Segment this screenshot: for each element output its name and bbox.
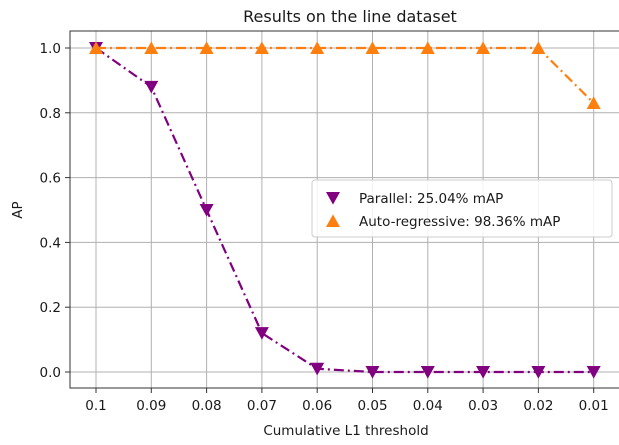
data-point — [476, 41, 491, 54]
data-point — [310, 41, 325, 54]
data-point — [365, 41, 380, 54]
data-point — [420, 366, 435, 379]
data-point — [89, 41, 103, 54]
ticks-layer: 0.1 0.09 0.08 0.07 0.06 0.05 0.04 0.03 0.02 0.01 0… — [40, 41, 609, 414]
legend-entries: Parallel: 25.04% mAP Auto-regressive: 98.… — [326, 191, 560, 230]
legend-marker — [326, 192, 340, 205]
plot-frame — [69, 30, 619, 389]
x-tick-label: 0.03 — [468, 398, 498, 414]
x-tick-label: 0.02 — [523, 398, 553, 414]
series-1 — [89, 41, 601, 110]
data-point — [531, 41, 546, 54]
series-line — [95, 47, 594, 374]
x-tick-label: 0.06 — [302, 398, 332, 414]
x-tick-label: 0.07 — [247, 398, 277, 414]
data-point — [144, 80, 159, 94]
legend-marker — [326, 214, 340, 227]
y-axis-label: AP — [10, 201, 26, 218]
series-layer — [89, 41, 601, 379]
legend: Parallel: 25.04% mAP Auto-regressive: 98.… — [311, 179, 613, 238]
x-tick-label: 0.1 — [85, 398, 106, 414]
data-point — [254, 327, 269, 340]
legend-label: Auto-regressive: 98.36% mAP — [359, 214, 560, 230]
x-tick-label: 0.04 — [413, 398, 443, 414]
x-tick-label: 0.09 — [136, 398, 166, 414]
x-axis-label: Cumulative L1 threshold — [263, 423, 428, 439]
data-point — [365, 366, 380, 379]
x-tick-label: 0.08 — [192, 398, 222, 414]
data-point — [586, 366, 601, 379]
y-tick-label: 0.8 — [40, 106, 61, 122]
y-tick-label: 0.4 — [40, 235, 61, 251]
x-tick-label: 0.01 — [579, 398, 609, 414]
legend-label: Parallel: 25.04% mAP — [359, 191, 503, 207]
y-tick-label: 1.0 — [40, 41, 61, 57]
legend-box — [311, 179, 613, 238]
y-tick-label: 0.0 — [40, 365, 61, 381]
x-tick-label: 0.05 — [357, 398, 387, 414]
y-tick-label: 0.6 — [40, 171, 61, 187]
data-point — [531, 366, 546, 379]
chart-title: Results on the line dataset — [243, 7, 457, 26]
data-point — [476, 366, 491, 379]
data-point — [199, 204, 214, 217]
data-point — [310, 362, 325, 376]
data-point — [586, 96, 601, 110]
data-point — [420, 41, 435, 54]
series-line — [96, 46, 595, 104]
y-tick-label: 0.2 — [40, 300, 61, 316]
data-point — [254, 41, 269, 54]
data-point — [199, 41, 214, 54]
data-point — [144, 41, 159, 54]
